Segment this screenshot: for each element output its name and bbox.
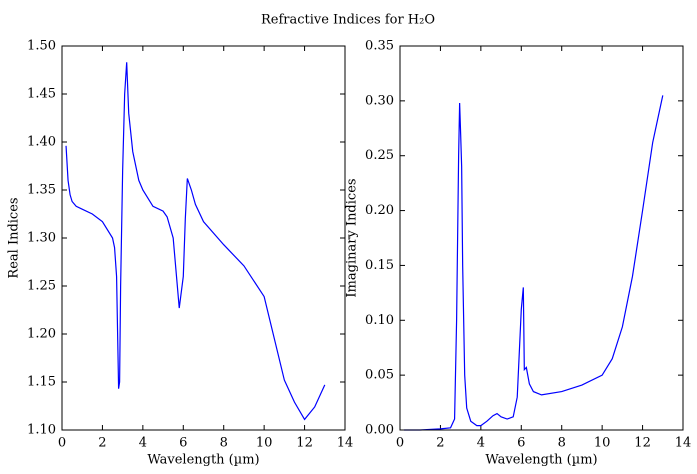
y-tick-label: 0.30: [365, 93, 394, 108]
x-tick-label: 8: [220, 436, 228, 451]
x-tick-label: 8: [558, 436, 566, 451]
x-tick-label: 0: [58, 436, 66, 451]
x-tick-label: 10: [594, 436, 611, 451]
y-tick-label: 1.30: [27, 231, 56, 246]
y-tick-label: 1.45: [27, 87, 56, 102]
y-tick-label: 0.25: [365, 148, 394, 163]
x-tick-label: 4: [477, 436, 485, 451]
x-tick-label: 0: [396, 436, 404, 451]
y-tick-label: 1.25: [27, 279, 56, 294]
x-tick-label: 6: [517, 436, 525, 451]
data-line: [65, 62, 326, 421]
x-tick-label: 14: [337, 436, 354, 451]
x-tick-label: 6: [179, 436, 187, 451]
y-tick-label: 0.35: [365, 39, 394, 54]
x-axis-label: Wavelength (µm): [485, 453, 597, 468]
plot-frame: [399, 45, 684, 431]
y-tick-label: 1.20: [27, 327, 56, 342]
x-tick-label: 14: [675, 436, 692, 451]
y-tick-label: 1.35: [27, 183, 56, 198]
y-tick-label: 1.15: [27, 375, 56, 390]
x-tick-label: 12: [634, 436, 651, 451]
x-tick-label: 10: [256, 436, 273, 451]
y-tick-label: 0.10: [365, 313, 394, 328]
y-tick-label: 1.40: [27, 135, 56, 150]
y-axis-label: Real Indices: [7, 197, 22, 278]
y-tick-label: 0.05: [365, 368, 394, 383]
y-tick-label: 0.20: [365, 203, 394, 218]
data-line: [404, 95, 664, 431]
figure-title: Refractive Indices for H₂O: [261, 13, 435, 28]
y-axis-label: Imaginary Indices: [345, 178, 360, 297]
x-axis-label: Wavelength (µm): [147, 453, 259, 468]
x-tick-label: 2: [436, 436, 444, 451]
y-tick-label: 0.15: [365, 258, 394, 273]
plot-frame: [61, 45, 346, 431]
y-tick-label: 1.50: [27, 39, 56, 54]
y-tick-label: 1.10: [27, 423, 56, 438]
x-tick-label: 2: [98, 436, 106, 451]
x-tick-label: 4: [139, 436, 147, 451]
y-tick-label: 0.00: [365, 423, 394, 438]
x-tick-label: 12: [296, 436, 313, 451]
